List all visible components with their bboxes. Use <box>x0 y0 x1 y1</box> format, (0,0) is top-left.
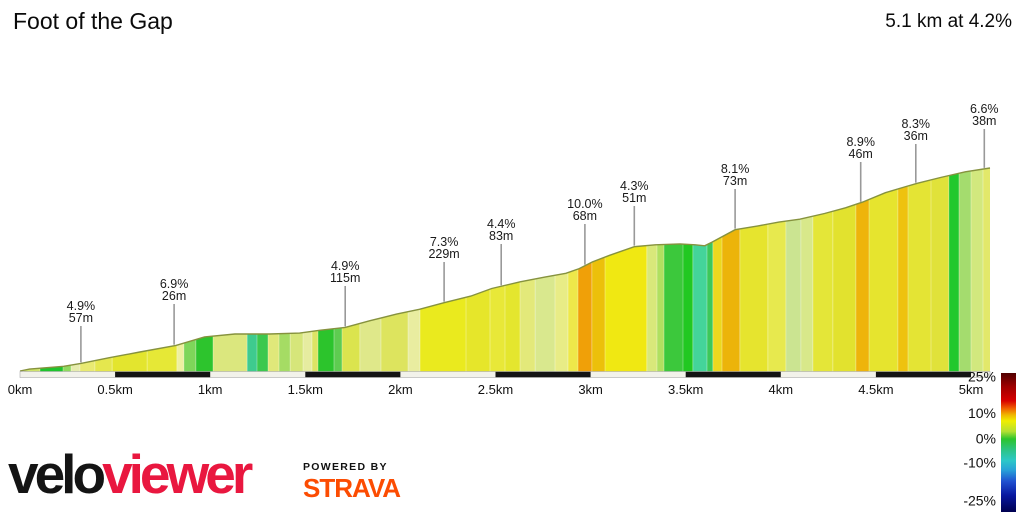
veloviewer-logo[interactable]: veloviewer <box>8 447 253 502</box>
gradient-band <box>359 168 382 372</box>
gradient-band <box>948 168 959 372</box>
x-tick-label: 3km <box>578 382 603 397</box>
ruler-black-segment <box>875 371 971 378</box>
surface-line <box>19 167 991 372</box>
gradient-legend-bar <box>1001 373 1016 512</box>
gradient-band <box>268 168 280 372</box>
x-tick-label: 1.5km <box>288 382 323 397</box>
gradient-band <box>247 168 257 372</box>
gradient-band <box>94 168 113 372</box>
gradient-band <box>20 168 24 372</box>
gradient-band <box>63 168 71 372</box>
x-tick-label: 3.5km <box>668 382 703 397</box>
legend-label: -25% <box>963 492 996 508</box>
gradient-annotation: 4.4% 83m <box>487 217 516 243</box>
gradient-band <box>535 168 556 372</box>
x-tick-label: 2km <box>388 382 413 397</box>
gradient-band <box>520 168 536 372</box>
gradient-band <box>767 168 786 372</box>
gradient-band <box>931 168 949 372</box>
gradient-band <box>739 168 768 372</box>
gradient-band <box>183 168 196 372</box>
ruler-black-segment <box>305 371 401 378</box>
gradient-band <box>555 168 568 372</box>
gradient-annotation: 10.0% 68m <box>567 197 602 223</box>
gradient-band <box>869 168 898 372</box>
gradient-band <box>40 168 64 372</box>
gradient-band <box>195 168 214 372</box>
page-title: Foot of the Gap <box>13 8 173 34</box>
gradient-band <box>800 168 813 372</box>
x-tick-label: 4.5km <box>858 382 893 397</box>
gradient-band <box>908 168 932 372</box>
gradient-band <box>664 168 684 372</box>
gradient-band <box>334 168 342 372</box>
gradient-annotation: 7.3% 229m <box>428 235 459 261</box>
gradient-band <box>812 168 833 372</box>
gradient-band <box>897 168 908 372</box>
gradient-band <box>707 168 713 372</box>
gradient-annotation: 6.6% 38m <box>970 102 999 128</box>
strava-attribution[interactable]: POWERED BY STRAVA <box>303 461 401 503</box>
gradient-band <box>692 168 707 372</box>
veloviewer-logo-viewer: viewer <box>102 443 253 505</box>
gradient-band <box>24 168 40 372</box>
gradient-annotation: 4.3% 51m <box>620 179 649 205</box>
climb-summary: 5.1 km at 4.2% <box>885 11 1012 32</box>
gradient-annotation: 4.9% 115m <box>330 259 360 285</box>
gradient-band <box>290 168 304 372</box>
gradient-annotation: 8.9% 46m <box>846 135 875 161</box>
gradient-band <box>722 168 740 372</box>
gradient-band <box>342 168 360 372</box>
legend-label: 25% <box>968 369 996 385</box>
x-tick-label: 5km <box>959 382 984 397</box>
gradient-band <box>381 168 409 372</box>
legend-label: 10% <box>968 405 996 421</box>
gradient-annotation: 6.9% 26m <box>160 277 189 303</box>
ruler-black-segment <box>115 371 211 378</box>
gradient-band <box>971 168 983 372</box>
x-tick-label: 2.5km <box>478 382 513 397</box>
x-tick-label: 4km <box>769 382 794 397</box>
ruler-black-segment <box>495 371 591 378</box>
gradient-annotation: 8.1% 73m <box>721 162 750 188</box>
x-tick-label: 1km <box>198 382 223 397</box>
gradient-band <box>683 168 693 372</box>
gradient-annotation: 4.9% 57m <box>67 299 96 325</box>
gradient-band <box>147 168 177 372</box>
gradient-band <box>112 168 148 372</box>
gradient-band <box>832 168 856 372</box>
x-tick-label: 0km <box>8 382 33 397</box>
gradient-band <box>71 168 80 372</box>
gradient-band <box>785 168 801 372</box>
gradient-band <box>855 168 870 372</box>
powered-by-label: POWERED BY <box>303 461 388 473</box>
legend-label: 0% <box>976 431 996 447</box>
gradient-band <box>712 168 723 372</box>
gradient-band <box>466 168 490 372</box>
gradient-band <box>605 168 647 372</box>
gradient-band <box>318 168 334 372</box>
gradient-band <box>79 168 95 372</box>
ruler-black-segment <box>685 371 781 378</box>
gradient-band <box>568 168 579 372</box>
gradient-band <box>257 168 269 372</box>
gradient-band <box>959 168 971 372</box>
veloviewer-logo-velo: velo <box>8 443 106 505</box>
gradient-band <box>408 168 420 372</box>
gradient-band <box>983 168 990 372</box>
gradient-band <box>591 168 606 372</box>
legend-label: -10% <box>963 454 996 470</box>
gradient-band <box>279 168 291 372</box>
gradient-band <box>176 168 184 372</box>
strava-logo: STRAVA <box>303 473 401 503</box>
gradient-band <box>213 168 248 372</box>
gradient-annotation: 8.3% 36m <box>902 117 931 143</box>
gradient-band <box>646 168 657 372</box>
x-tick-label: 0.5km <box>97 382 132 397</box>
gradient-band <box>657 168 665 372</box>
